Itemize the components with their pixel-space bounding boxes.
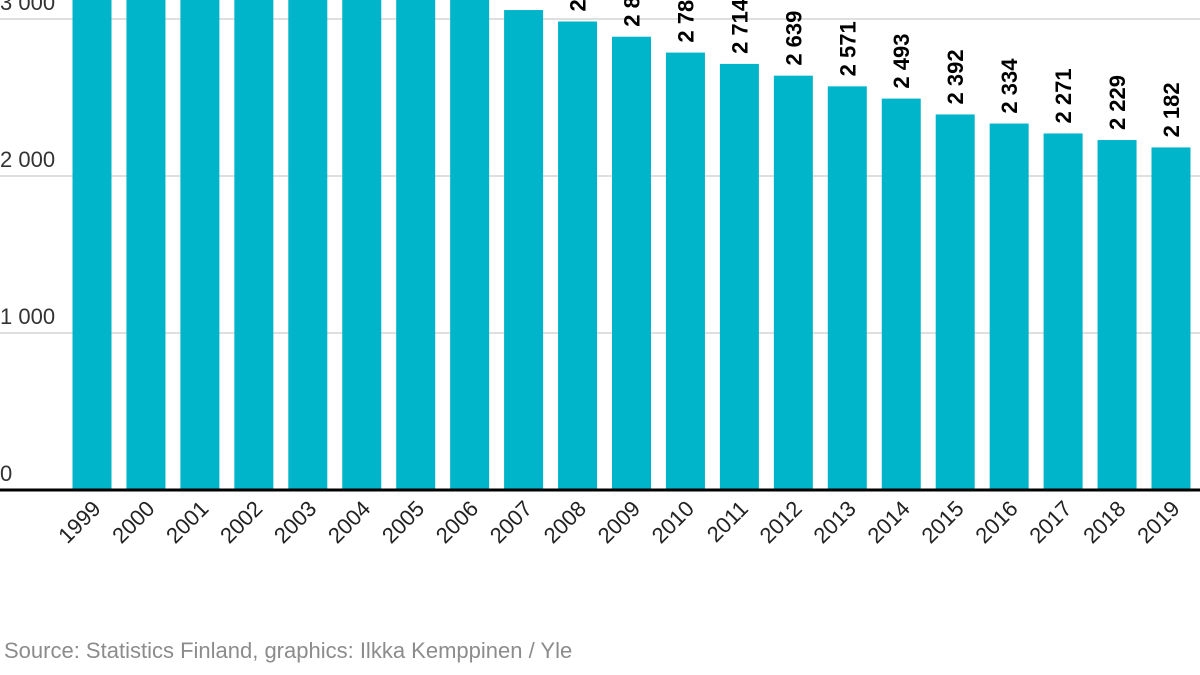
data-label: 2 887: [620, 0, 645, 27]
x-tick-label: 2018: [1078, 496, 1130, 548]
x-tick-label: 2014: [862, 496, 914, 548]
bar: [1097, 140, 1137, 490]
bar: [773, 75, 813, 490]
data-label: 2 334: [997, 58, 1022, 114]
y-tick-label: 1 000: [0, 304, 55, 329]
x-tick-label: 2007: [485, 496, 537, 548]
x-tick-label: 2005: [377, 496, 429, 548]
bar: [1151, 147, 1191, 490]
bar: [72, 0, 112, 490]
x-tick-label: 2017: [1024, 496, 1076, 548]
data-label: 2 639: [781, 11, 806, 66]
bar: [1043, 133, 1083, 490]
bars: [72, 0, 1191, 490]
data-label: 2 392: [943, 49, 968, 104]
y-tick-label: 2 000: [0, 147, 55, 172]
y-tick-label: 3 000: [0, 0, 55, 15]
bar: [288, 0, 328, 490]
bar: [665, 52, 705, 490]
data-label: 2 229: [1105, 75, 1130, 130]
bar: [935, 114, 975, 490]
bar: [396, 0, 436, 490]
bar: [126, 0, 166, 490]
x-tick-label: 2004: [323, 496, 375, 548]
source-note: Source: Statistics Finland, graphics: Il…: [4, 638, 573, 663]
bar: [180, 0, 220, 490]
x-tick-label: 2008: [539, 496, 591, 548]
x-tick-label: 2016: [970, 496, 1022, 548]
bar: [989, 123, 1029, 490]
bar: [719, 63, 759, 490]
data-label: 2 786: [673, 0, 698, 43]
bar: [558, 21, 598, 490]
data-label: 2 571: [835, 21, 860, 76]
data-label: 2 271: [1051, 68, 1076, 123]
x-tick-label: 2006: [431, 496, 483, 548]
y-tick-label: 0: [0, 461, 12, 486]
bar: [827, 86, 867, 490]
bar: [612, 36, 651, 490]
x-tick-label: 1999: [53, 496, 105, 548]
x-tick-label: 2011: [702, 496, 753, 547]
bar: [881, 98, 921, 490]
x-tick-label: 2009: [593, 496, 645, 548]
x-tick-label: 2013: [809, 496, 861, 548]
x-tick-label: 2015: [916, 496, 968, 548]
x-tick-label: 2000: [107, 496, 159, 548]
data-label: 2 493: [889, 34, 914, 89]
x-tick-label: 2012: [755, 496, 807, 548]
x-tick-label: 2003: [269, 496, 321, 548]
data-label: 2 714: [727, 0, 752, 54]
data-label: 2 984: [566, 0, 591, 12]
x-tick-label: 2010: [647, 496, 699, 548]
x-tick-label: 2001: [161, 496, 213, 548]
x-tick-label: 2019: [1132, 496, 1184, 548]
bar: [342, 0, 382, 490]
bar: [504, 10, 544, 490]
bar: [450, 0, 490, 490]
data-label: 2 182: [1159, 82, 1184, 137]
bar: [234, 0, 274, 490]
x-tick-label: 2002: [215, 496, 267, 548]
